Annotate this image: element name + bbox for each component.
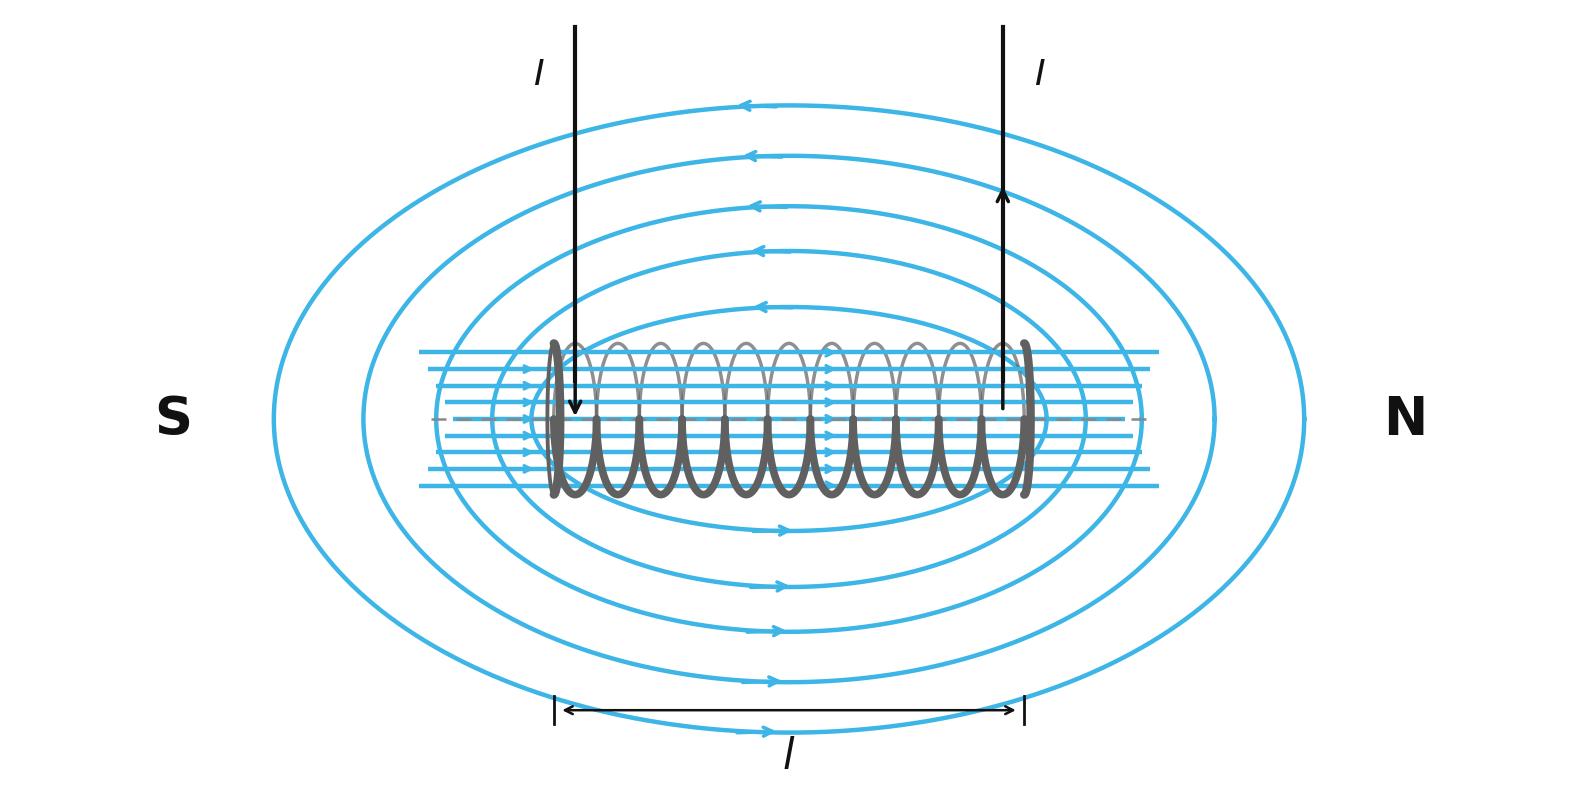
Text: S: S [155, 393, 193, 445]
Text: $I$: $I$ [533, 58, 544, 92]
Text: $I$: $I$ [1034, 58, 1045, 92]
Text: N: N [1382, 393, 1427, 445]
Text: $l$: $l$ [783, 736, 795, 778]
